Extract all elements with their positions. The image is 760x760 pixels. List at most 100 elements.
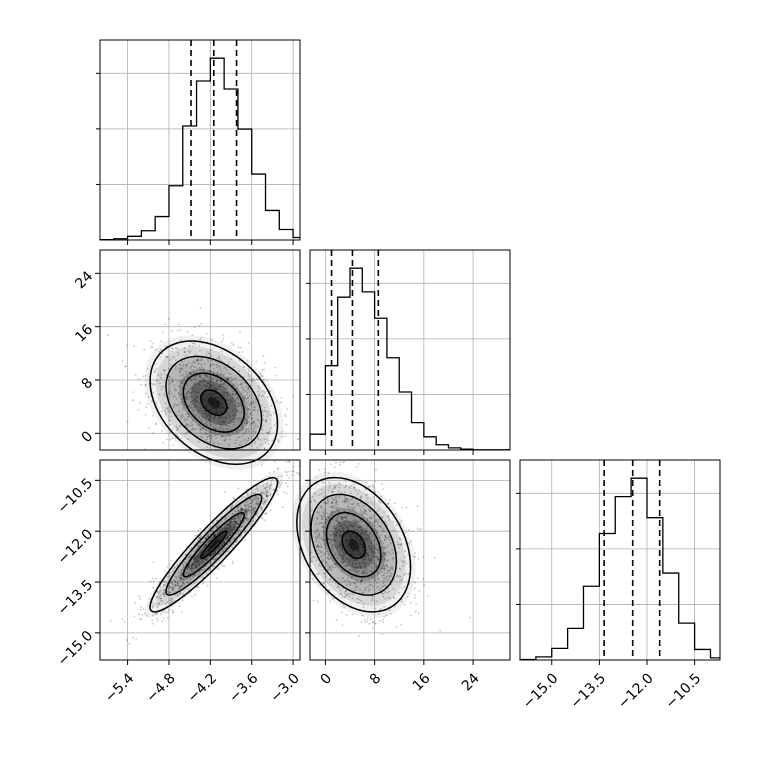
scatter-point [192, 345, 194, 348]
scatter-point [422, 556, 425, 558]
scatter-point [227, 377, 230, 380]
scatter-point [121, 360, 124, 362]
scatter-point [224, 387, 227, 389]
scatter-point [229, 399, 231, 402]
scatter-point [167, 379, 170, 382]
scatter-point [189, 372, 192, 374]
scatter-point [179, 328, 182, 331]
scatter-point [151, 619, 154, 622]
scatter-point [182, 599, 185, 602]
scatter-point [233, 420, 236, 423]
scatter-point [221, 420, 224, 423]
scatter-point [172, 379, 175, 382]
scatter-point [194, 378, 197, 381]
scatter-point [193, 398, 196, 401]
scatter-point [271, 439, 274, 442]
scatter-point [237, 397, 239, 400]
scatter-point [132, 391, 135, 394]
scatter-point [248, 388, 250, 390]
scatter-point [261, 390, 264, 392]
scatter-point [197, 359, 199, 362]
scatter-point [176, 404, 179, 406]
scatter-point [176, 347, 179, 350]
scatter-point [231, 428, 233, 431]
scatter-point [213, 384, 216, 386]
scatter-point [190, 387, 193, 389]
scatter-point [219, 424, 222, 427]
scatter-point [220, 435, 223, 437]
scatter-point [220, 398, 223, 401]
scatter-point [219, 388, 222, 391]
scatter-point [329, 600, 331, 603]
scatter-point [190, 379, 192, 382]
scatter-point [217, 396, 220, 399]
scatter-point [196, 391, 199, 394]
scatter-point [164, 323, 167, 326]
scatter-point [256, 446, 259, 449]
scatter-point [200, 359, 203, 361]
scatter-point [288, 477, 291, 479]
scatter-point [196, 400, 199, 403]
scatter-point [150, 346, 152, 348]
scatter-point [185, 354, 188, 357]
scatter-point [190, 406, 193, 409]
scatter-point [246, 388, 249, 391]
scatter-point [416, 527, 419, 530]
scatter-point [243, 432, 246, 435]
scatter-point [167, 616, 169, 619]
scatter-point [230, 380, 233, 383]
scatter-point [207, 416, 210, 418]
scatter-point [341, 611, 343, 614]
scatter-point [178, 394, 181, 397]
scatter-point [202, 399, 205, 402]
scatter-point [218, 357, 221, 360]
scatter-point [193, 365, 196, 368]
scatter-point [205, 377, 207, 379]
scatter-point [193, 409, 195, 412]
scatter-point [135, 637, 138, 640]
scatter-point [205, 385, 208, 388]
scatter-point [250, 417, 253, 420]
scatter-point [234, 417, 237, 420]
scatter-point [382, 618, 384, 621]
scatter-point [221, 416, 224, 419]
scatter-point [194, 593, 197, 596]
scatter-point [190, 403, 193, 406]
scatter-point [205, 406, 208, 409]
scatter-point [127, 642, 130, 645]
scatter-point [262, 355, 265, 358]
scatter-point [207, 419, 210, 421]
y-tick-label-param2: −10.5 [55, 475, 97, 517]
scatter-point [192, 406, 194, 409]
histogram-step-0 [99, 57, 300, 241]
scatter-point [223, 373, 226, 376]
scatter-point [209, 384, 212, 386]
scatter-point [177, 329, 179, 332]
scatter-point [203, 388, 206, 391]
scatter-point [242, 396, 245, 398]
scatter-point [160, 376, 162, 379]
scatter-point [371, 621, 374, 624]
scatter-point [262, 395, 265, 397]
scatter-point [217, 568, 220, 571]
scatter-point [257, 418, 259, 421]
scatter-point [228, 361, 231, 364]
scatter-point [222, 383, 224, 385]
scatter-point [181, 415, 184, 418]
scatter-point [262, 379, 265, 381]
scatter-point [247, 397, 250, 399]
scatter-point [198, 374, 201, 376]
scatter-point [213, 388, 216, 391]
scatter-point [221, 399, 224, 401]
scatter-point [210, 423, 213, 426]
scatter-point [191, 387, 194, 389]
scatter-point [234, 376, 237, 379]
scatter-point [202, 377, 204, 380]
scatter-point [237, 431, 239, 434]
scatter-point [200, 363, 203, 366]
scatter-point [187, 390, 189, 393]
scatter-point [245, 398, 248, 400]
scatter-point [187, 376, 189, 378]
scatter-point [297, 472, 300, 475]
scatter-point [213, 419, 216, 422]
